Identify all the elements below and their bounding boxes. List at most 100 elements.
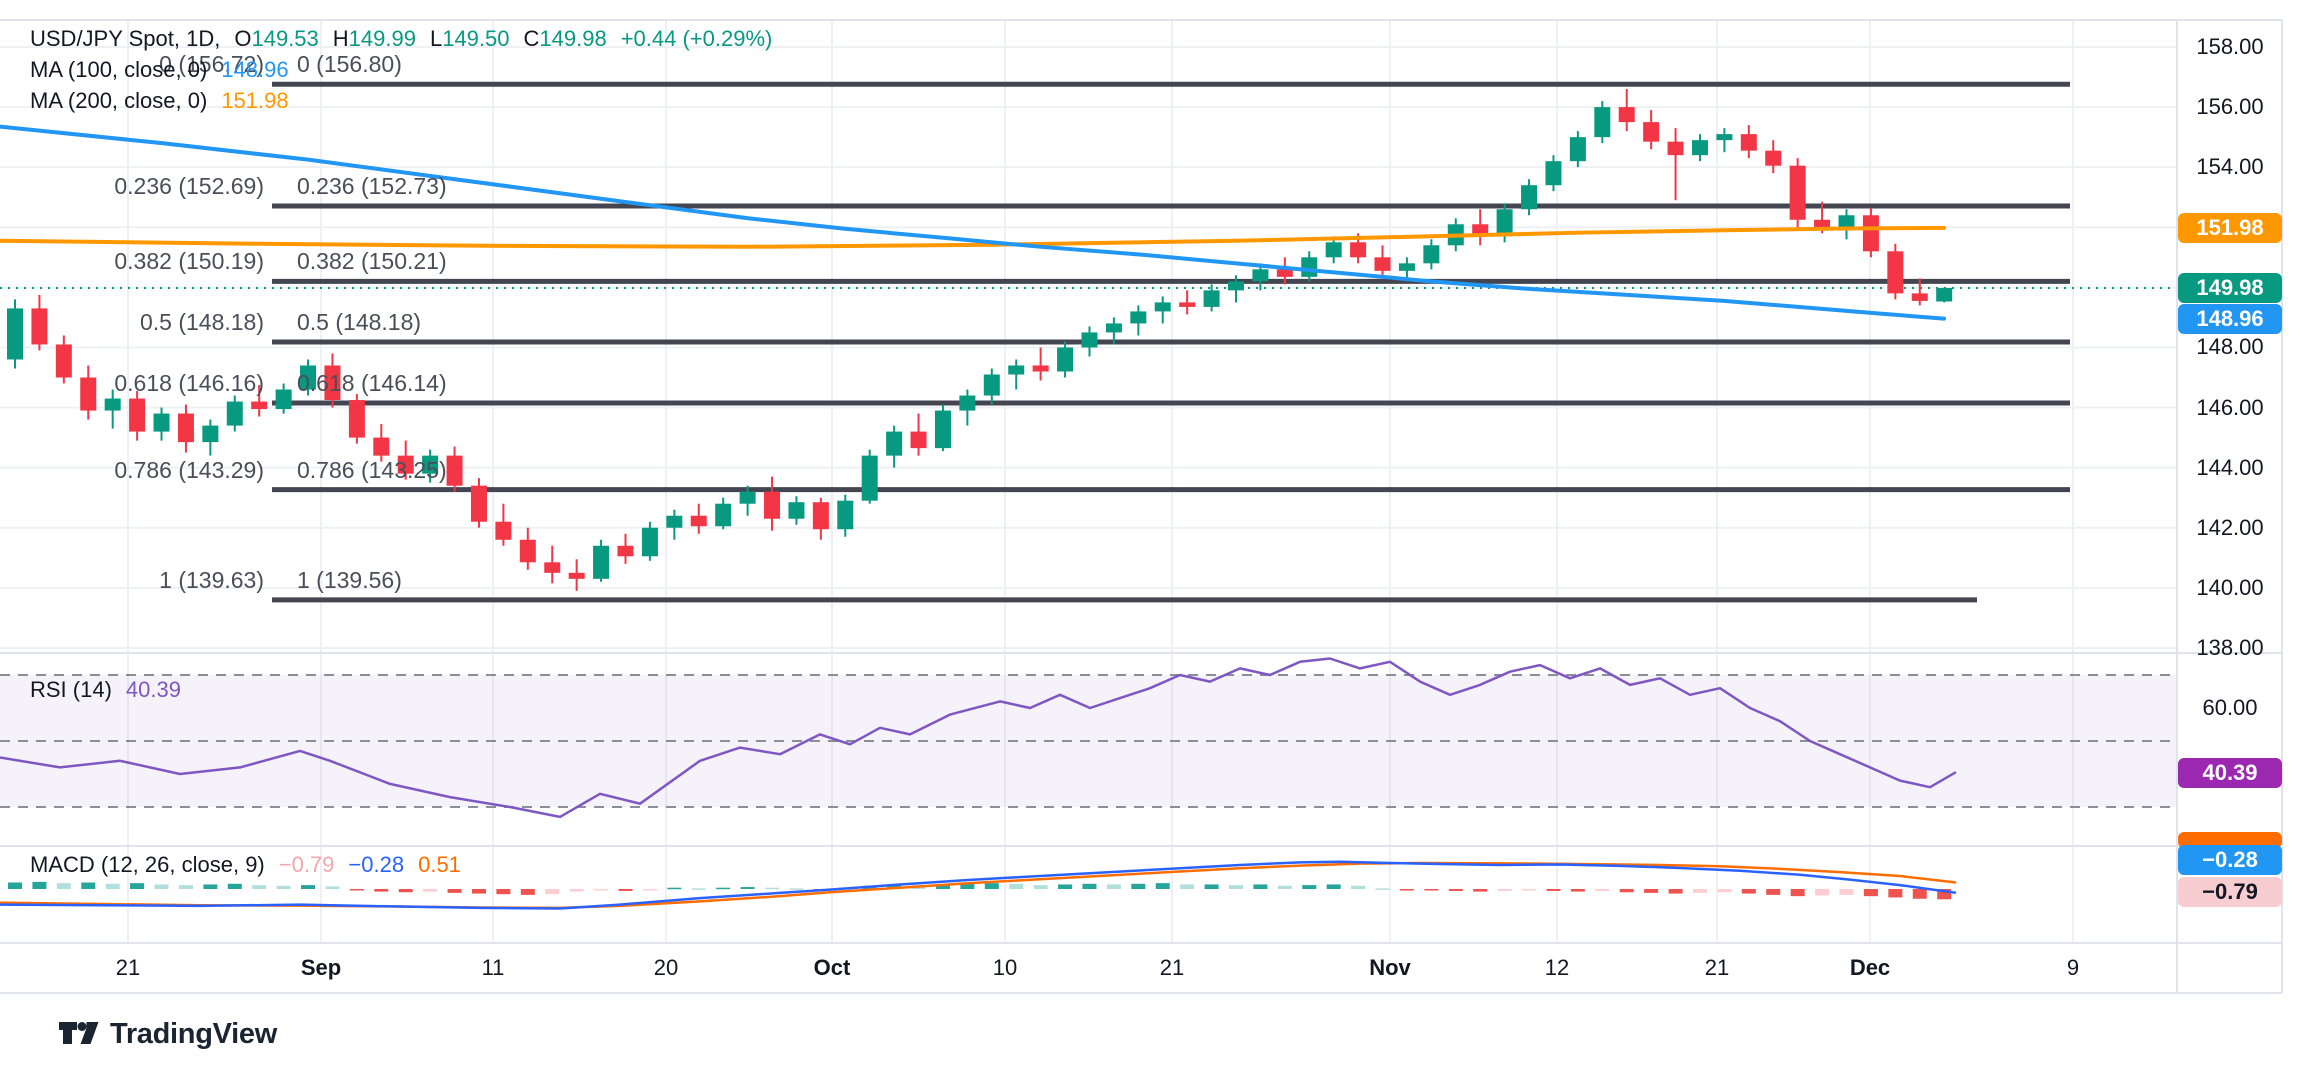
candle-body — [1594, 107, 1611, 138]
candle-body — [1252, 269, 1269, 282]
macd-hist-bar — [1546, 889, 1561, 891]
ma100-line — [0, 124, 1946, 321]
candle-body — [666, 515, 683, 528]
macd-hist-bar — [154, 884, 169, 889]
macd-hist-bar — [1058, 884, 1073, 889]
macd-hist-bar — [1839, 889, 1854, 895]
candle-body — [690, 515, 707, 527]
macd-hist-bar — [691, 888, 706, 890]
candle-body — [1911, 293, 1928, 301]
candle-body — [519, 539, 536, 563]
candle-body — [397, 455, 414, 474]
candle-body — [1276, 269, 1293, 277]
candle-body — [226, 401, 243, 426]
macd-hist-bar — [56, 883, 71, 889]
macd-hist-bar — [1180, 884, 1195, 889]
ma100-legend[interactable]: MA (100, close, 0) 148.96 — [30, 57, 289, 83]
candle-body — [1862, 215, 1879, 252]
candle-body — [861, 455, 878, 501]
candle-body — [1765, 150, 1782, 166]
macd-hist-bar — [1522, 889, 1537, 891]
macd-hist-bar — [594, 889, 609, 891]
macd-hist-bar — [1033, 885, 1048, 889]
candle-body — [1667, 141, 1684, 156]
candle-body — [1887, 251, 1904, 294]
candle-body — [300, 365, 317, 390]
macd-hist-bar — [1253, 884, 1268, 889]
candle-body — [1325, 242, 1342, 258]
candle-body — [983, 374, 1000, 396]
candle-body — [80, 377, 97, 411]
symbol-legend[interactable]: USD/JPY Spot, 1D, O 149.53 H 149.99 L 149.5… — [30, 26, 772, 52]
macd-hist-bar — [520, 889, 535, 895]
candle-body — [641, 527, 658, 557]
candle-body — [1130, 311, 1147, 324]
candle-body — [1814, 219, 1831, 228]
macd-hist-bar — [276, 885, 291, 889]
rsi-legend[interactable]: RSI (14) 40.39 — [30, 677, 181, 703]
macd-hist-bar — [1570, 889, 1585, 892]
macd-hist-value: −0.79 — [278, 852, 335, 877]
macd-hist-bar — [1888, 889, 1903, 898]
candle-body — [470, 485, 487, 522]
candle-body — [739, 491, 756, 504]
candle-body — [1423, 245, 1440, 264]
macd-hist-bar — [178, 885, 193, 889]
close-value: 149.98 — [539, 26, 607, 51]
macd-hist-bar — [984, 883, 999, 889]
candle-body — [275, 389, 292, 410]
candle-body — [886, 431, 903, 456]
macd-hist-bar — [740, 887, 755, 889]
ma100-label: MA (100, close, 0) — [30, 57, 208, 82]
macd-hist-bar — [301, 885, 316, 889]
open-value: 149.53 — [251, 26, 319, 51]
macd-hist-bar — [1912, 889, 1927, 899]
candle-body — [959, 395, 976, 411]
macd-hist-bar — [765, 887, 780, 890]
macd-hist-bar — [447, 889, 462, 893]
candle-body — [1032, 365, 1049, 372]
macd-hist-bar — [1082, 883, 1097, 889]
macd-hist-bar — [227, 883, 242, 889]
macd-legend[interactable]: MACD (12, 26, close, 9) −0.79 −0.28 0.51 — [30, 852, 461, 878]
macd-hist-bar — [349, 889, 364, 891]
candle-body — [1838, 215, 1855, 228]
macd-hist-bar — [1766, 889, 1781, 895]
ma100-value: 148.96 — [221, 57, 289, 82]
macd-hist-bar — [960, 883, 975, 889]
macd-hist-bar — [32, 881, 47, 889]
candle-body — [495, 521, 512, 540]
candle-body — [251, 401, 268, 410]
macd-hist-bar — [667, 887, 682, 890]
macd-hist-bar — [325, 886, 340, 889]
candle-body — [593, 545, 610, 579]
macd-hist-bar — [1155, 883, 1170, 889]
macd-hist-bar — [1204, 884, 1219, 889]
candle-body — [1228, 281, 1244, 291]
candle-body — [764, 491, 781, 519]
candle-body — [177, 413, 194, 443]
macd-hist-bar — [716, 887, 731, 890]
candle-body — [7, 308, 23, 360]
candle-body — [1936, 287, 1953, 302]
candle-body — [1643, 122, 1660, 142]
candle-body — [1301, 257, 1318, 277]
ma200-legend[interactable]: MA (200, close, 0) 151.98 — [30, 88, 289, 114]
tradingview-logo[interactable]: TradingView — [58, 1018, 277, 1051]
ma200-line — [0, 225, 1946, 249]
candle-body — [1081, 332, 1098, 348]
change-value: +0.44 (+0.29%) — [620, 26, 773, 51]
candle-body — [1716, 134, 1733, 141]
candle-body — [837, 500, 854, 530]
macd-line-value: −0.28 — [348, 852, 405, 877]
macd-hist-bar — [1131, 883, 1146, 889]
macd-hist-bar — [1595, 889, 1610, 891]
macd-label: MACD (12, 26, close, 9) — [30, 852, 265, 877]
macd-hist-bar — [1644, 889, 1659, 893]
candle-body — [812, 502, 829, 530]
macd-hist-bar — [1741, 889, 1756, 894]
candle-body — [715, 503, 732, 527]
macd-hist-bar — [1815, 889, 1830, 896]
